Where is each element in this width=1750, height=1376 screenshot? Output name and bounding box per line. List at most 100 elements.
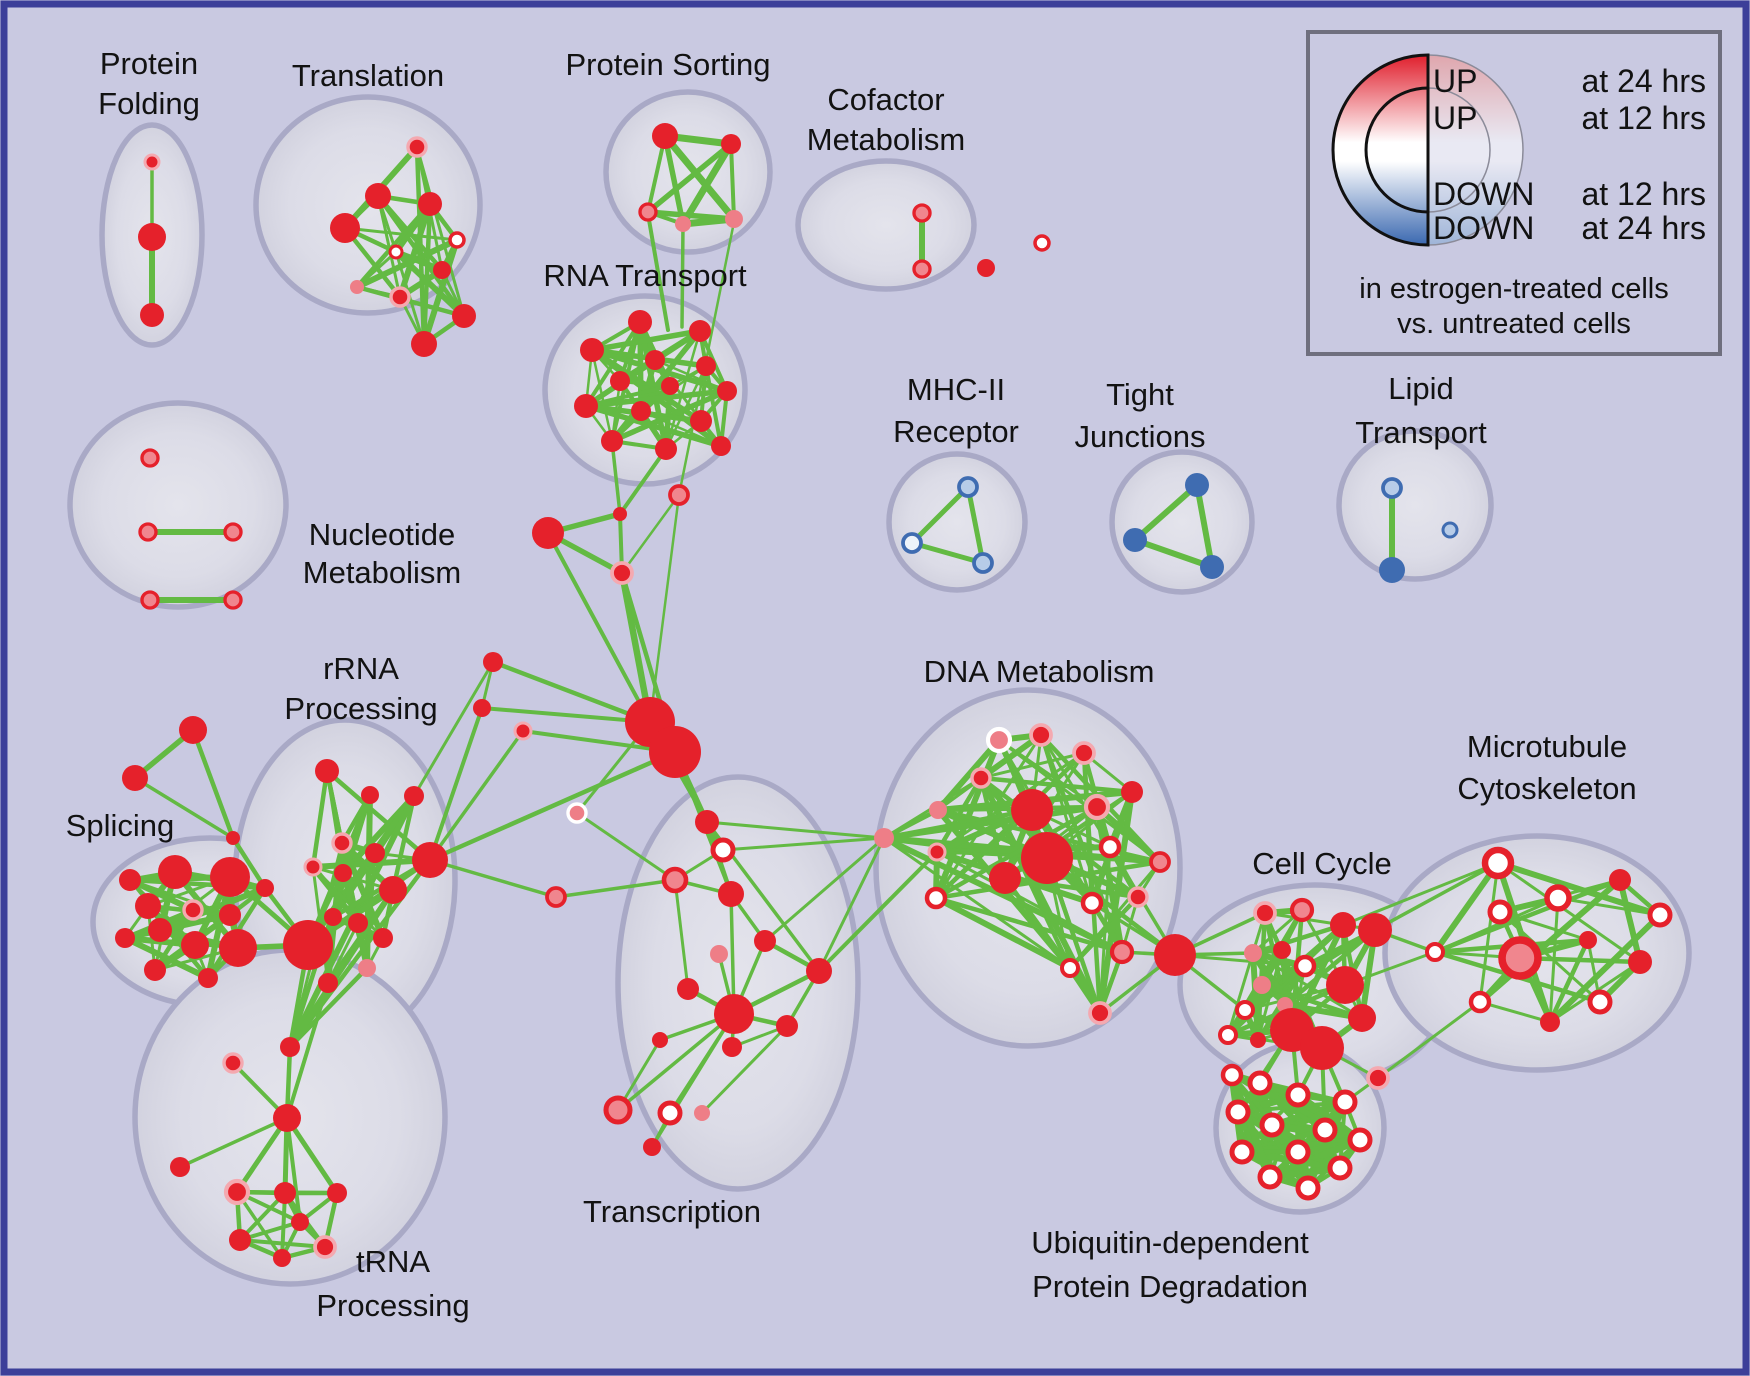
gene-node-w[interactable]	[1247, 1070, 1273, 1096]
gene-node-rp[interactable]	[912, 259, 932, 279]
gene-node-r[interactable]	[404, 786, 424, 806]
gene-node-br[interactable]	[957, 476, 979, 498]
gene-node-b[interactable]	[1379, 557, 1405, 583]
gene-node-r[interactable]	[1011, 789, 1053, 831]
gene-node-r[interactable]	[977, 259, 995, 277]
gene-node-r[interactable]	[652, 1032, 668, 1048]
gene-node-r[interactable]	[226, 831, 240, 845]
gene-node-r[interactable]	[473, 699, 491, 717]
gene-node-r[interactable]	[140, 303, 164, 327]
gene-node-w[interactable]	[1425, 942, 1445, 962]
gene-node-r[interactable]	[219, 904, 241, 926]
gene-node-p[interactable]	[694, 1105, 710, 1121]
gene-node-r[interactable]	[273, 1104, 301, 1132]
gene-node-r[interactable]	[181, 931, 209, 959]
gene-node-p[interactable]	[929, 801, 947, 819]
gene-node-r[interactable]	[718, 881, 744, 907]
gene-node-r[interactable]	[365, 183, 391, 209]
gene-node-r[interactable]	[631, 401, 651, 421]
gene-node-r[interactable]	[1628, 950, 1652, 974]
gene-node-r[interactable]	[613, 507, 627, 521]
gene-node-w[interactable]	[1259, 1112, 1285, 1138]
gene-node-w[interactable]	[1332, 1089, 1358, 1115]
gene-node-r[interactable]	[334, 864, 352, 882]
gene-node-pr[interactable]	[1366, 1066, 1390, 1090]
gene-node-r[interactable]	[330, 213, 360, 243]
gene-node-r[interactable]	[696, 356, 716, 376]
gene-node-p[interactable]	[675, 216, 691, 232]
gene-node-r[interactable]	[274, 1182, 296, 1204]
gene-node-r[interactable]	[1300, 1026, 1344, 1070]
gene-node-r[interactable]	[649, 726, 701, 778]
gene-node-r[interactable]	[717, 381, 737, 401]
gene-node-r[interactable]	[610, 371, 630, 391]
gene-node-r[interactable]	[1579, 931, 1597, 949]
gene-node-w[interactable]	[1257, 1164, 1283, 1190]
gene-node-p[interactable]	[350, 280, 364, 294]
gene-node-r[interactable]	[198, 968, 218, 988]
gene-node-rp[interactable]	[603, 1095, 633, 1125]
gene-node-r[interactable]	[989, 862, 1021, 894]
gene-node-w[interactable]	[1285, 1082, 1311, 1108]
gene-node-r[interactable]	[721, 134, 741, 154]
gene-node-r[interactable]	[210, 857, 250, 897]
gene-node-r[interactable]	[291, 1213, 309, 1231]
gene-node-bw[interactable]	[901, 532, 923, 554]
gene-node-w[interactable]	[1487, 899, 1513, 925]
gene-node-w[interactable]	[1468, 990, 1492, 1014]
gene-node-r[interactable]	[119, 869, 141, 891]
gene-node-rp[interactable]	[661, 866, 689, 894]
gene-node-r[interactable]	[1540, 1012, 1560, 1032]
gene-node-rp[interactable]	[545, 886, 567, 908]
gene-node-r[interactable]	[695, 810, 719, 834]
gene-node-r[interactable]	[1154, 934, 1196, 976]
gene-node-wp[interactable]	[985, 726, 1013, 754]
gene-node-p[interactable]	[874, 828, 894, 848]
gene-node-wp[interactable]	[566, 802, 588, 824]
gene-node-pr[interactable]	[1088, 1001, 1112, 1025]
gene-node-r[interactable]	[628, 310, 652, 334]
gene-node-r[interactable]	[1121, 781, 1143, 803]
gene-node-w[interactable]	[1481, 846, 1515, 880]
gene-node-w[interactable]	[1235, 1000, 1255, 1020]
gene-node-pr[interactable]	[143, 153, 161, 171]
gene-node-b[interactable]	[1200, 555, 1224, 579]
gene-node-r[interactable]	[280, 1037, 300, 1057]
gene-node-w[interactable]	[1033, 234, 1051, 252]
gene-node-pr[interactable]	[1127, 886, 1149, 908]
gene-node-r[interactable]	[690, 410, 712, 432]
gene-node-r[interactable]	[580, 338, 604, 362]
gene-node-rp[interactable]	[140, 448, 160, 468]
gene-node-w[interactable]	[1587, 989, 1613, 1015]
gene-node-w[interactable]	[1295, 1175, 1321, 1201]
gene-node-w[interactable]	[1327, 1155, 1353, 1181]
gene-node-r[interactable]	[135, 893, 161, 919]
gene-node-rp[interactable]	[638, 202, 658, 222]
gene-node-pr[interactable]	[1029, 723, 1053, 747]
gene-node-r[interactable]	[1330, 912, 1356, 938]
gene-node-pr[interactable]	[1253, 901, 1277, 925]
gene-node-pr[interactable]	[406, 136, 428, 158]
gene-node-pr[interactable]	[610, 561, 634, 585]
gene-node-r[interactable]	[722, 1037, 742, 1057]
gene-node-br[interactable]	[1381, 477, 1403, 499]
gene-node-r[interactable]	[452, 304, 476, 328]
gene-node-r[interactable]	[219, 929, 257, 967]
gene-node-r[interactable]	[148, 918, 172, 942]
gene-node-w[interactable]	[1225, 1099, 1251, 1125]
gene-node-w[interactable]	[1098, 835, 1122, 859]
gene-node-p[interactable]	[358, 959, 376, 977]
gene-node-r[interactable]	[365, 843, 385, 863]
gene-node-r[interactable]	[348, 913, 368, 933]
gene-node-r[interactable]	[379, 876, 407, 904]
gene-node-r[interactable]	[229, 1229, 251, 1251]
gene-node-p[interactable]	[725, 210, 743, 228]
gene-node-pr[interactable]	[513, 721, 533, 741]
gene-node-b[interactable]	[1185, 473, 1209, 497]
gene-node-r[interactable]	[373, 928, 393, 948]
gene-node-w[interactable]	[1285, 1139, 1311, 1165]
gene-node-w[interactable]	[1220, 1063, 1244, 1087]
gene-node-r[interactable]	[1273, 941, 1291, 959]
gene-node-r[interactable]	[418, 192, 442, 216]
gene-node-w[interactable]	[448, 231, 466, 249]
